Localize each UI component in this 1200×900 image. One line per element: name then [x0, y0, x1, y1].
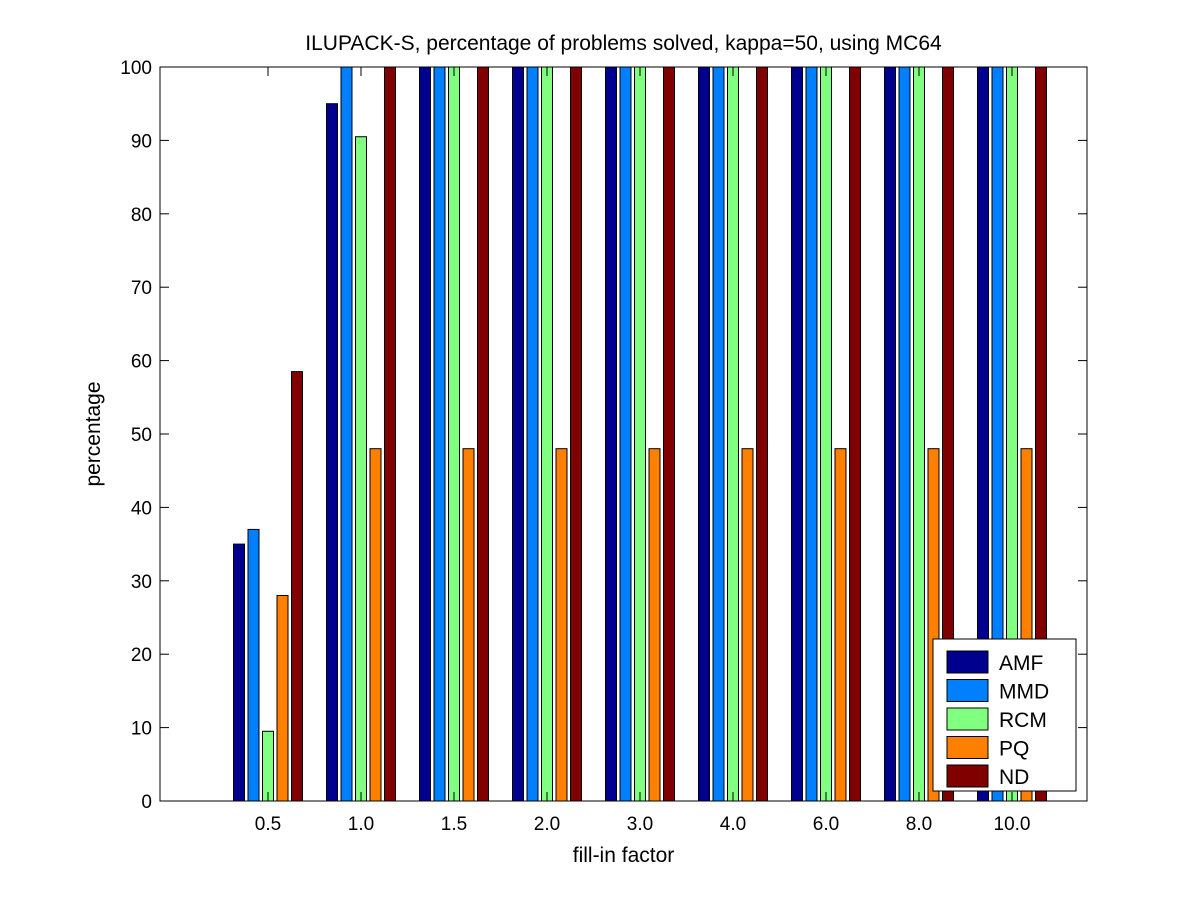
bar-mmd-1.0: [340, 66, 353, 802]
bar-rcm-3.0: [634, 66, 646, 802]
y-tick-label: 10: [131, 719, 152, 740]
x-tick-label: 2.0: [534, 814, 560, 835]
bar-amf-4.0: [698, 66, 710, 802]
bar-mmd-6.0: [805, 66, 818, 802]
bar-nd-0.5: [291, 371, 303, 802]
bar-rcm-2.0: [541, 66, 553, 802]
y-tick-label: 60: [131, 352, 152, 373]
legend-label-mmd: MMD: [999, 681, 1049, 704]
y-axis-title: percentage: [82, 381, 105, 486]
bar-mmd-4.0: [712, 66, 725, 802]
x-tick-label: 3.0: [627, 814, 653, 835]
bar-pq-2.0: [555, 448, 568, 802]
y-tick-label: 100: [120, 58, 152, 79]
legend: AMF MMD RCM PQ ND: [932, 638, 1077, 792]
bar-pq-6.0: [834, 448, 847, 802]
bar-mmd-8.0: [898, 66, 911, 802]
x-tick-label: 1.0: [348, 814, 374, 835]
y-tick-label: 0: [141, 792, 152, 813]
legend-swatch-rcm: [946, 707, 989, 731]
bar-amf-2.0: [512, 66, 524, 802]
legend-swatch-amf: [946, 650, 989, 674]
bar-rcm-1.5: [448, 66, 460, 802]
bar-nd-1.5: [477, 66, 489, 802]
y-tick-label: 70: [131, 278, 152, 299]
bar-rcm-6.0: [820, 66, 832, 802]
legend-label-nd: ND: [999, 766, 1029, 789]
legend-swatch-pq: [946, 736, 989, 759]
bar-amf-0.5: [233, 543, 245, 802]
x-tick-label: 1.5: [441, 814, 467, 835]
bar-pq-0.5: [276, 594, 289, 802]
x-tick-label: 4.0: [720, 814, 746, 835]
bar-pq-4.0: [741, 448, 754, 802]
bar-pq-3.0: [648, 448, 661, 802]
y-tick-label: 50: [131, 425, 152, 446]
bar-nd-1.0: [384, 66, 396, 802]
bar-pq-1.5: [462, 448, 475, 802]
x-tick-label: 8.0: [906, 814, 932, 835]
bar-mmd-1.5: [433, 66, 446, 802]
x-tick-label: 6.0: [813, 814, 839, 835]
bar-mmd-2.0: [526, 66, 539, 802]
y-tick-label: 20: [131, 645, 152, 666]
x-axis-title: fill-in factor: [573, 844, 675, 867]
bar-amf-8.0: [884, 66, 896, 802]
bar-amf-3.0: [605, 66, 617, 802]
bar-mmd-3.0: [619, 66, 632, 802]
bar-rcm-4.0: [727, 66, 739, 802]
legend-swatch-mmd: [946, 679, 989, 702]
legend-label-rcm: RCM: [999, 709, 1047, 732]
x-tick-label: 10.0: [994, 814, 1031, 835]
legend-label-pq: PQ: [999, 738, 1029, 761]
bar-nd-4.0: [756, 66, 768, 802]
legend-swatch-nd: [946, 764, 989, 788]
bar-amf-1.0: [326, 103, 338, 802]
y-tick-label: 80: [131, 205, 152, 226]
y-tick-label: 90: [131, 131, 152, 152]
x-tick-label: 0.5: [255, 814, 281, 835]
axes: 0 10 20 30 40 50 60 70 80 90 100 0.5 1.0 1.5 2.0 3.0 4.0…: [120, 58, 1088, 835]
bar-mmd-0.5: [247, 528, 260, 802]
bar-amf-1.5: [419, 66, 431, 802]
y-tick-label: 40: [131, 498, 152, 519]
chart-title: ILUPACK-S, percentage of problems solved…: [305, 32, 942, 55]
legend-label-amf: AMF: [999, 652, 1043, 675]
bar-rcm-0.5: [262, 730, 274, 802]
y-tick-label: 30: [131, 572, 152, 593]
bar-pq-1.0: [369, 448, 382, 802]
bar-nd-3.0: [663, 66, 675, 802]
bar-nd-6.0: [849, 66, 861, 802]
bar-amf-6.0: [791, 66, 803, 802]
bars-layer: [233, 66, 1047, 802]
bar-rcm-8.0: [913, 66, 925, 802]
bar-rcm-1.0: [355, 136, 367, 802]
bar-nd-2.0: [570, 66, 582, 802]
